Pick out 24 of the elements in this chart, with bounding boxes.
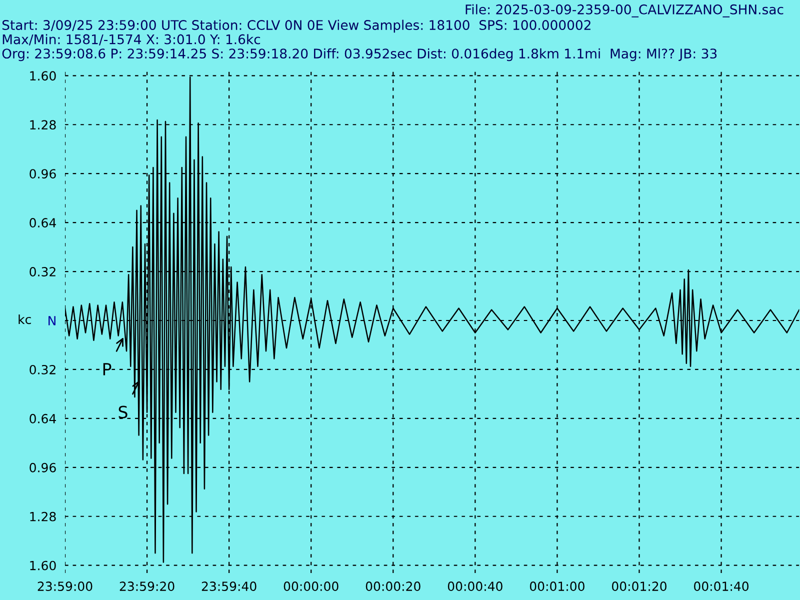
- y-tick-label: 0.96: [30, 169, 56, 179]
- y-tick-label: 1.60: [30, 560, 56, 570]
- x-tick-label: 23:59:00: [38, 582, 92, 592]
- annotation: S: [118, 406, 128, 418]
- x-tick-label: 23:59:20: [120, 582, 174, 592]
- x-tick-label: 00:00:00: [284, 582, 338, 592]
- y-tick-label: 0.32: [30, 267, 56, 276]
- y-axis-title: kc: [18, 314, 31, 324]
- y-tick-label: 1.60: [30, 71, 56, 81]
- x-tick-label: 00:01:40: [694, 582, 749, 592]
- x-tick-label: 00:01:20: [612, 582, 666, 592]
- y-tick-label: N: [48, 316, 56, 326]
- y-tick-label: 0.96: [30, 462, 56, 472]
- x-tick-label: 00:00:20: [366, 582, 420, 592]
- y-tick-label: 0.32: [30, 364, 56, 374]
- chart-title: File: 2025-03-09-2359-00_CALVIZZANO_SHN.sac: [466, 4, 784, 18]
- y-tick-label: 0.64: [30, 218, 56, 228]
- y-tick-label: 1.28: [30, 512, 56, 522]
- x-tick-label: 23:59:40: [202, 582, 256, 592]
- y-tick-label: 0.64: [30, 414, 56, 424]
- chart-subtitle: Start: 3/09/25 23:59:00 UTC Station: CCLV 0N 0E View Samples: 18100 SPS: 100.000002 Max/Min: 1581/-1574 X: 3:01.0 Y: 1.6kc Org: 23:59:08.6 P: 23:59:14.25 S: 23:59:18.20 Diff: 03.952sec Dist: 0.016deg 1.8km 1.1mi Mag: Ml?? JB: 33: [2, 20, 717, 62]
- y-tick-label: 1.28: [30, 120, 56, 130]
- x-tick-label: 00:00:40: [448, 582, 502, 592]
- x-tick-label: 00:01:00: [530, 582, 584, 592]
